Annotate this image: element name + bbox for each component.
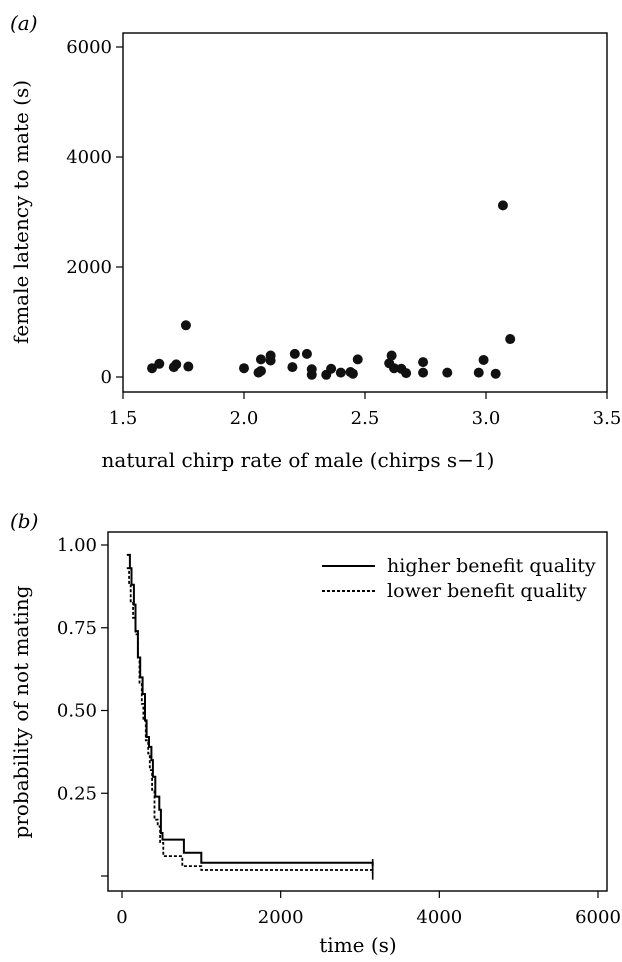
- a-data-point: [147, 363, 158, 374]
- a-x-tick-label: 3.5: [593, 408, 622, 429]
- a-x-tick-label: 2.0: [230, 408, 259, 429]
- a-data-point: [490, 368, 501, 379]
- a-data-point: [301, 348, 312, 359]
- panel-b-y-axis: 0.25 0.50 0.75 1.00: [57, 535, 108, 877]
- panel-b-survival-chart: (b) 0.25 0.50 0.75 1.00 0 2000 4000 6000 highe…: [9, 509, 621, 957]
- a-y-tick-label: 4000: [66, 147, 112, 168]
- panel-a-y-axis: 0 2000 4000 6000: [66, 37, 123, 388]
- series-line-lower-benefit: [126, 567, 374, 873]
- b-x-tick-label: 0: [116, 907, 127, 928]
- panel-b-y-axis-label: probability of not mating: [9, 585, 33, 838]
- a-data-point: [442, 367, 453, 378]
- a-data-point: [289, 348, 300, 359]
- a-data-point: [183, 361, 194, 372]
- legend-label-lower-benefit: lower benefit quality: [387, 580, 587, 602]
- a-data-point: [306, 364, 317, 375]
- legend-label-higher-benefit: higher benefit quality: [387, 555, 596, 577]
- a-data-point: [335, 367, 346, 378]
- a-data-point: [255, 354, 266, 365]
- a-x-tick-label: 1.5: [109, 408, 138, 429]
- a-data-point: [389, 363, 400, 374]
- panel-b-legend: higher benefit quality lower benefit qua…: [322, 555, 596, 602]
- b-x-tick-label: 2000: [258, 907, 304, 928]
- panel-b-label: (b): [10, 509, 38, 533]
- a-data-point: [497, 200, 508, 211]
- a-y-tick-label: 6000: [66, 37, 112, 58]
- panel-b-plot-frame: [107, 531, 608, 892]
- b-y-tick-label: 0.50: [57, 701, 97, 722]
- a-y-tick-label: 0: [101, 367, 112, 388]
- a-y-tick-label: 2000: [66, 257, 112, 278]
- a-data-point: [287, 362, 298, 373]
- b-y-tick-label: 1.00: [57, 535, 97, 556]
- a-data-point: [352, 354, 363, 365]
- a-data-point: [180, 320, 191, 331]
- a-data-point: [347, 368, 358, 379]
- a-data-point: [386, 350, 397, 361]
- panel-a-x-axis-label: natural chirp rate of male (chirps s−1): [102, 448, 495, 472]
- panel-a-plot-frame: [122, 32, 608, 393]
- panel-a-y-axis-label: female latency to mate (s): [9, 80, 33, 344]
- panel-a-x-axis: 1.5 2.0 2.5 3.0 3.5: [109, 392, 622, 429]
- b-x-tick-label: 6000: [575, 907, 621, 928]
- a-data-point: [418, 357, 429, 368]
- a-data-point: [401, 368, 412, 379]
- panel-a-data-points: [147, 200, 516, 380]
- panel-b-x-axis: 0 2000 4000 6000: [116, 891, 621, 928]
- a-x-tick-label: 3.0: [472, 408, 501, 429]
- a-x-tick-label: 2.5: [351, 408, 380, 429]
- a-data-point: [418, 367, 429, 378]
- a-data-point: [473, 367, 484, 378]
- b-y-tick-label: 0.75: [57, 618, 97, 639]
- a-data-point: [239, 363, 249, 374]
- a-data-point: [154, 358, 165, 369]
- a-data-point: [478, 354, 489, 365]
- a-data-point: [505, 334, 516, 345]
- a-data-point: [326, 363, 337, 374]
- a-data-point: [255, 365, 266, 376]
- a-data-point: [265, 350, 276, 361]
- panel-b-series-lines: [126, 553, 374, 880]
- panel-b-x-axis-label: time (s): [319, 933, 396, 957]
- panel-a-scatter-chart: (a) 0 2000 4000 6000 1.5 2.0 2.5 3.0 3.5 natura…: [9, 11, 621, 472]
- series-line-higher-benefit: [126, 553, 374, 867]
- b-x-tick-label: 4000: [416, 907, 462, 928]
- a-data-point: [171, 359, 182, 370]
- b-y-tick-label: 0.25: [57, 783, 97, 804]
- panel-a-label: (a): [10, 11, 38, 35]
